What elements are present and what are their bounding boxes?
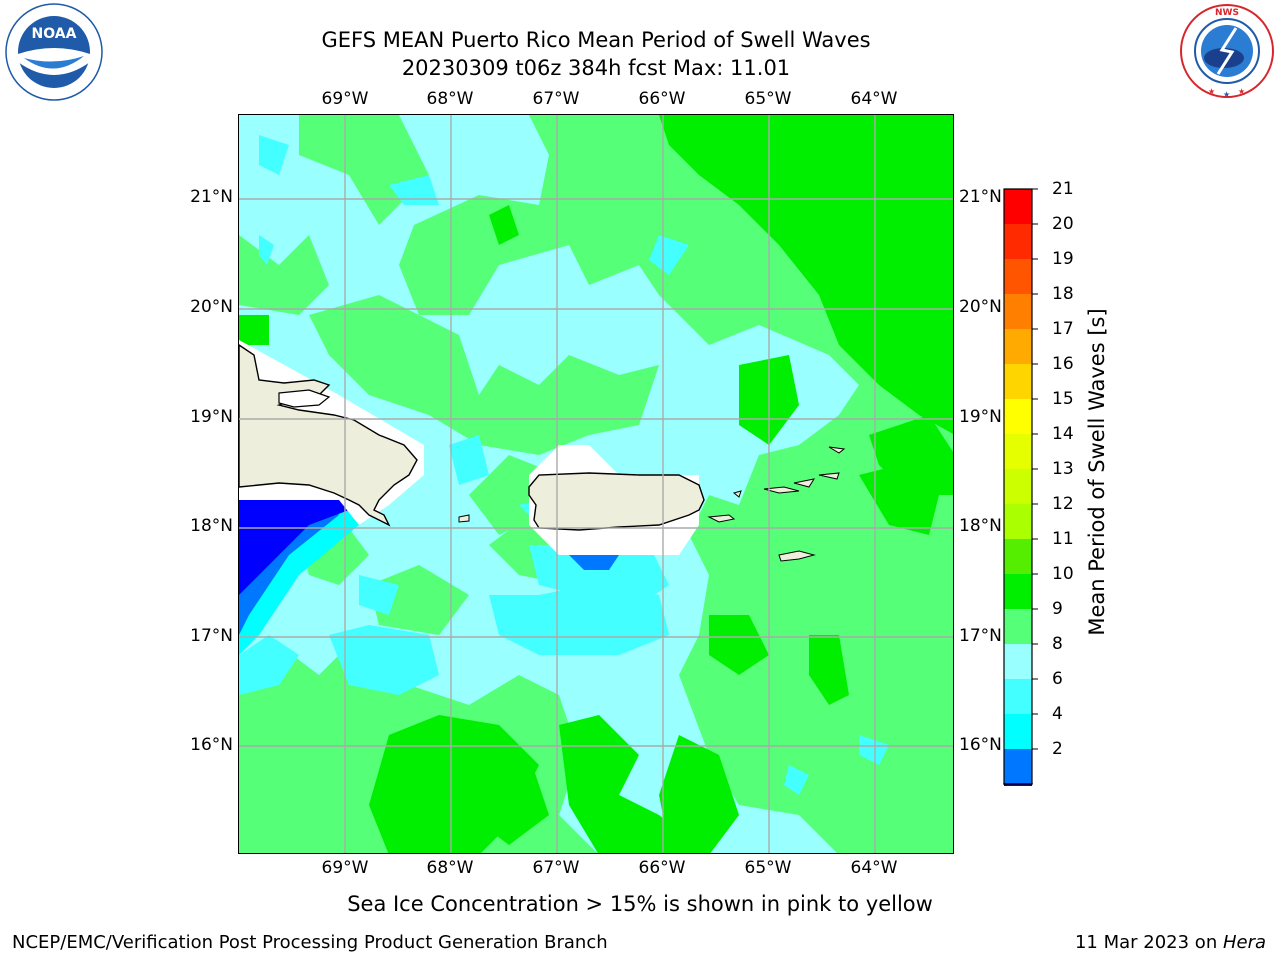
- hispaniola-landmass: [239, 344, 418, 527]
- lat-tick-right: 17°N: [959, 626, 1002, 646]
- colorbar-segment: [1004, 364, 1032, 399]
- colorbar-tick-label: 13: [1052, 459, 1074, 479]
- colorbar-segment: [1004, 434, 1032, 469]
- contour-below-2-region: [239, 500, 349, 595]
- lon-tick-bottom: 64°W: [850, 858, 898, 878]
- colorbar-tick-label: 20: [1052, 214, 1074, 234]
- colorbar-tick-label: 4: [1052, 704, 1063, 724]
- lat-tick-left: 17°N: [190, 626, 233, 646]
- footer-date: 11 Mar 2023 on: [1074, 932, 1223, 953]
- graticule-lines: [239, 115, 953, 853]
- lat-tick-left: 18°N: [190, 516, 233, 536]
- lon-tick-bottom: 69°W: [321, 858, 369, 878]
- colorbar-segment: [1004, 189, 1032, 224]
- sea-ice-note: Sea Ice Concentration > 15% is shown in …: [347, 892, 933, 916]
- footer-host: Hera: [1222, 932, 1266, 953]
- puerto-rico-landmass: [528, 472, 705, 531]
- colorbar-segment: [1004, 714, 1032, 749]
- footer-organization: NCEP/EMC/Verification Post Processing Pr…: [12, 932, 608, 953]
- colorbar-segment: [1004, 294, 1032, 329]
- lat-tick-right: 18°N: [959, 516, 1002, 536]
- colorbar-tick-label: 9: [1052, 599, 1063, 619]
- lon-tick-bottom: 66°W: [638, 858, 686, 878]
- lat-tick-left: 20°N: [190, 297, 233, 317]
- mona-island: [458, 514, 470, 523]
- lat-tick-right: 16°N: [959, 735, 1002, 755]
- lon-tick-top: 64°W: [850, 89, 898, 109]
- contour-10-11-regions: [239, 115, 953, 853]
- colorbar-segment: [1004, 469, 1032, 504]
- lat-tick-right: 21°N: [959, 187, 1002, 207]
- lon-tick-top: 66°W: [638, 89, 686, 109]
- svg-text:★: ★: [1238, 87, 1245, 96]
- colorbar-tick-label: 21: [1052, 179, 1074, 199]
- colorbar-segment: [1004, 609, 1032, 644]
- tortuga-island: [278, 389, 331, 408]
- swell-period-map: [239, 115, 953, 853]
- colorbar-tick-label: 8: [1052, 634, 1063, 654]
- colorbar-tick-label: 12: [1052, 494, 1074, 514]
- lon-tick-top: 65°W: [744, 89, 792, 109]
- colorbar-tick-label: 18: [1052, 284, 1074, 304]
- colorbar-tick-label: 17: [1052, 319, 1074, 339]
- colorbar-segment: [1004, 539, 1032, 574]
- colorbar-segment: [1004, 504, 1032, 539]
- lon-tick-bottom: 65°W: [744, 858, 792, 878]
- colorbar-segment: [1004, 679, 1032, 714]
- colorbar-tick-label: 15: [1052, 389, 1074, 409]
- colorbar-tick-label: 11: [1052, 529, 1074, 549]
- colorbar-segment: [1004, 574, 1032, 609]
- lat-tick-left: 16°N: [190, 735, 233, 755]
- lon-tick-bottom: 67°W: [532, 858, 580, 878]
- virgin-islands: [707, 446, 846, 562]
- colorbar-tick-label: 19: [1052, 249, 1074, 269]
- colorbar-title: Mean Period of Swell Waves [s]: [1085, 308, 1109, 636]
- svg-text:★: ★: [1208, 87, 1215, 96]
- lat-tick-left: 19°N: [190, 407, 233, 427]
- colorbar-tick-label: 2: [1052, 739, 1063, 759]
- lon-tick-top: 67°W: [532, 89, 580, 109]
- colorbar-tick-label: 6: [1052, 669, 1063, 689]
- colorbar-tick-label: 10: [1052, 564, 1074, 584]
- colorbar-tick-label: 16: [1052, 354, 1074, 374]
- colorbar-tick-label: 14: [1052, 424, 1074, 444]
- colorbar-segment: [1004, 399, 1032, 434]
- lat-tick-right: 19°N: [959, 407, 1002, 427]
- map-panel: [238, 114, 954, 854]
- colorbar-segment: [1004, 329, 1032, 364]
- lon-tick-bottom: 68°W: [426, 858, 474, 878]
- colorbar-segment: [1004, 749, 1032, 784]
- map-title-line2: 20230309 t06z 384h fcst Max: 11.01: [401, 56, 791, 80]
- contour-2-4-region-south-pr: [569, 555, 619, 570]
- colorbar-segment: [1004, 644, 1032, 679]
- lat-tick-right: 20°N: [959, 297, 1002, 317]
- colorbar-segment: [1004, 224, 1032, 259]
- colorbar-segment: [1004, 259, 1032, 294]
- lon-tick-top: 69°W: [321, 89, 369, 109]
- nws-logo: NWS ★ ★ ★: [1178, 2, 1276, 100]
- lat-tick-left: 21°N: [190, 187, 233, 207]
- colorbar: [1000, 186, 1040, 814]
- svg-text:NWS: NWS: [1215, 8, 1239, 18]
- map-title-line1: GEFS MEAN Puerto Rico Mean Period of Swe…: [321, 28, 871, 52]
- noaa-logo: NOAA: [4, 2, 104, 102]
- svg-text:NOAA: NOAA: [32, 26, 77, 42]
- footer-date-host: 11 Mar 2023 on Hera: [1075, 932, 1266, 954]
- colorbar-graphic: [1003, 188, 1038, 814]
- svg-text:★: ★: [1223, 90, 1230, 99]
- colorbar-frame: [1003, 188, 1033, 785]
- lon-tick-top: 68°W: [426, 89, 474, 109]
